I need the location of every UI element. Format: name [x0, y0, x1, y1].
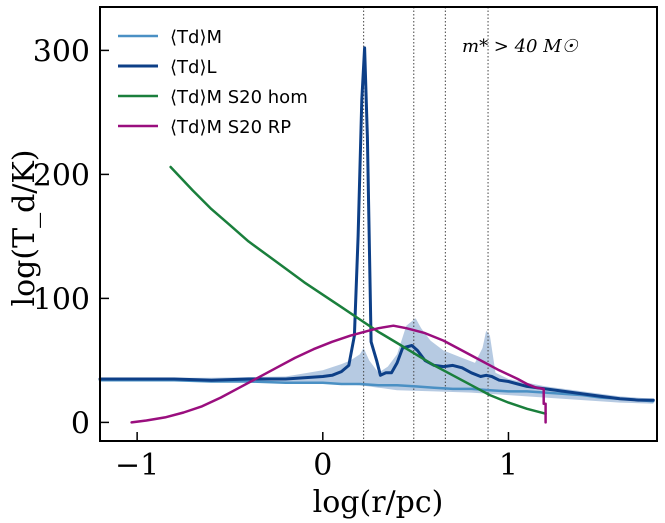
y-tick-label: 100 — [33, 282, 90, 317]
y-axis-label: log(T_d/K) — [7, 149, 42, 306]
series-line-3 — [169, 165, 547, 415]
legend-label-2: ⟨Td⟩L — [170, 57, 217, 78]
ticks-layer: −1 0 1 0 100 200 300 — [33, 34, 518, 483]
x-tick-label: −1 — [115, 448, 159, 483]
x-tick-label: 0 — [313, 448, 332, 483]
x-axis-label: log(r/pc) — [313, 485, 444, 520]
legend-label-4: ⟨Td⟩M S20 RP — [170, 117, 291, 138]
legend-label-1: ⟨Td⟩M — [170, 27, 222, 48]
series-layer — [98, 46, 655, 424]
y-tick-label: 200 — [33, 158, 90, 193]
legend-label-3: ⟨Td⟩M S20 hom — [170, 87, 308, 108]
plot-frame — [99, 6, 658, 442]
annotation-mass-cut: m* > 40 M☉ — [462, 36, 579, 57]
x-tick-label: 1 — [499, 448, 518, 483]
vertical-lines-layer — [363, 7, 489, 441]
series-line-4 — [130, 324, 547, 424]
legend: ⟨Td⟩M ⟨Td⟩L ⟨Td⟩M S20 hom ⟨Td⟩M S20 RP — [118, 27, 308, 138]
y-tick-label: 300 — [33, 34, 90, 69]
y-tick-label: 0 — [71, 406, 90, 441]
